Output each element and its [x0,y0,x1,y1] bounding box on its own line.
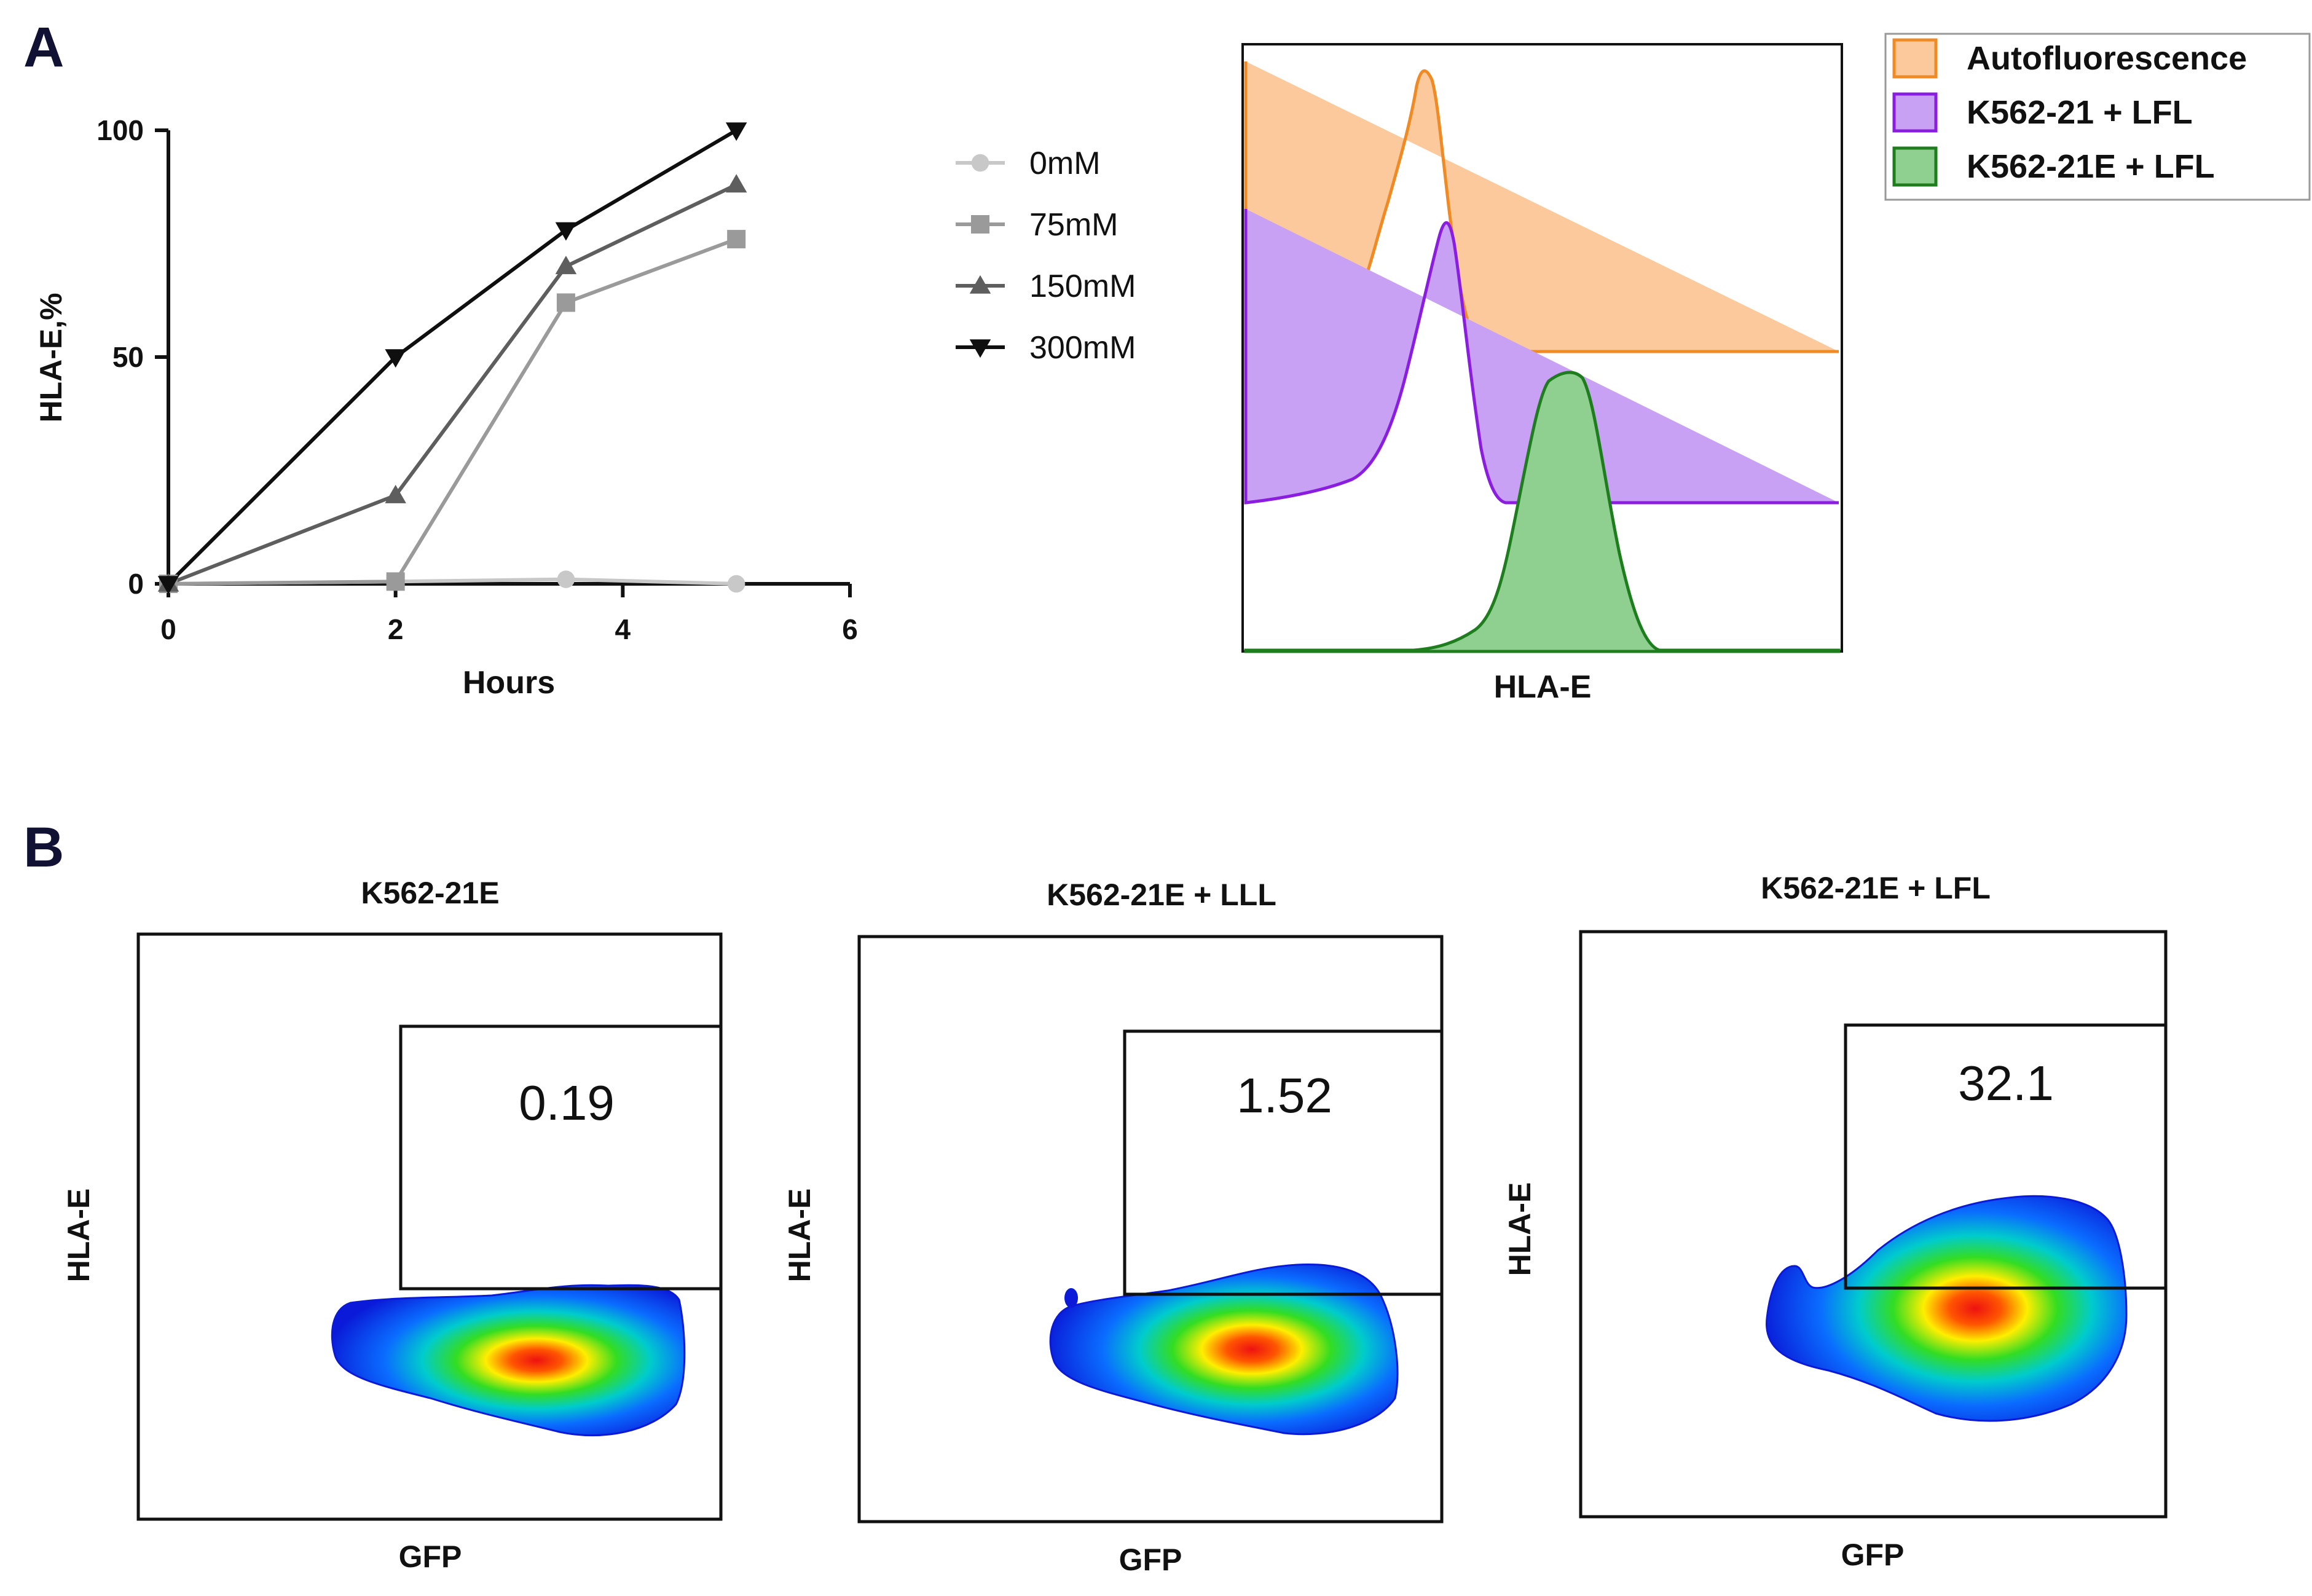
tick-marks [155,128,852,597]
data-point-150mM [725,174,747,193]
histogram-legend-box [1884,33,2311,201]
data-point-0mM [727,575,745,593]
legend-swatch-Autofluorescence [1892,38,1938,79]
series-line-300mM [167,128,737,586]
y-tick-label: 0 [128,568,144,600]
legend-label-150mM: 150mM [1029,269,1136,304]
series-line-75mM [168,237,737,586]
histogram-chart: HLA-E Autofluorescence K562-21 + LFL K562-… [1241,33,2311,705]
series-lines [167,128,737,586]
panel-letter-b: B [23,816,64,879]
tick-labels: 0 2 4 6 0 50 100 [96,114,858,645]
flow-panel-title: K562-21E [361,876,499,910]
flow-panel-2: K562-21E + LLL 1.52 GFP HLA-E [782,878,1444,1577]
data-point-150mM [385,484,406,503]
histogram-k562-21-lfl [1244,209,1839,505]
flow-panel-title: K562-21E + LLL [1047,878,1276,912]
histogram-x-label: HLA-E [1494,669,1592,705]
gate-box [1123,1029,1444,1296]
density-outlier [1064,1288,1078,1308]
legend-swatch-K562-21 + LFL [1892,92,1938,133]
legend-label-K562-21E + LFL: K562-21E + LFL [1967,148,2215,185]
legend-swatch-K562-21E + LFL [1892,146,1938,187]
legend-marker-300mM [969,339,991,358]
y-tick-label: 100 [96,114,144,146]
density-cloud [1765,1195,2128,1422]
x-axis-label: GFP [399,1539,462,1574]
series-markers [157,122,747,595]
x-tick-label: 0 [160,613,176,645]
legend-marker-75mM [971,215,989,234]
data-point-0mM [557,570,575,588]
histogram-k562-21e-lfl [1244,371,1841,653]
x-axis-label: GFP [1841,1538,1905,1572]
plot-frame [857,935,1444,1523]
x-axis-label: GFP [1119,1543,1182,1577]
histogram-legend: Autofluorescence K562-21 + LFL K562-21E + … [1884,33,2311,201]
legend-marker-150mM [969,275,991,294]
x-axis-label: Hours [463,665,555,701]
data-point-75mM [386,572,405,591]
gate-value: 0.19 [519,1075,615,1130]
y-axis-label: HLA-E [1503,1182,1537,1276]
legend-label-Autofluorescence: Autofluorescence [1967,40,2247,77]
legend-label-75mM: 75mM [1029,207,1118,243]
gate-value: 1.52 [1237,1068,1332,1123]
y-tick-label: 50 [112,341,144,373]
legend-label-0mM: 0mM [1029,146,1101,181]
density-cloud [331,1284,686,1437]
y-axis-label: HLA-E,% [34,293,68,422]
flow-panel-1: K562-21E 0.19 GFP HLA-E [61,876,723,1574]
line-chart: 0 2 4 6 0 50 100 Hours HLA-E,% 0mM 75mM 150mM 300… [34,114,1136,701]
x-tick-label: 2 [388,613,404,645]
flow-panels: K562-21E 0.19 GFP HLA-E K562-21E + LLL 1.52 GF… [61,871,2168,1577]
x-tick-label: 6 [842,613,858,645]
density-cloud [1049,1264,1399,1436]
line-legend: 0mM 75mM 150mM 300mM [956,146,1136,366]
legend-label-K562-21 + LFL: K562-21 + LFL [1967,94,2193,131]
y-axis-label: HLA-E [782,1189,817,1283]
data-point-75mM [727,230,746,249]
data-point-150mM [555,256,577,275]
series-line-150mM [167,183,737,586]
flow-panel-3: K562-21E + LFL 32.1 GFP HLA-E [1503,871,2168,1572]
data-point-300mM [555,222,577,241]
gate-box [1844,1023,2168,1290]
y-axis-label: HLA-E [61,1189,96,1283]
flow-panel-title: K562-21E + LFL [1761,871,1991,905]
gate-value: 32.1 [1958,1056,2054,1111]
panel-letter-a: A [23,16,64,79]
data-point-300mM [157,576,179,595]
legend-marker-0mM [971,154,989,172]
data-point-75mM [556,293,575,312]
plot-frame [136,932,723,1521]
data-point-300mM [725,122,747,141]
gate-box [399,1024,723,1291]
legend-label-300mM: 300mM [1029,330,1136,366]
data-point-300mM [385,349,406,368]
x-tick-label: 4 [615,613,631,645]
